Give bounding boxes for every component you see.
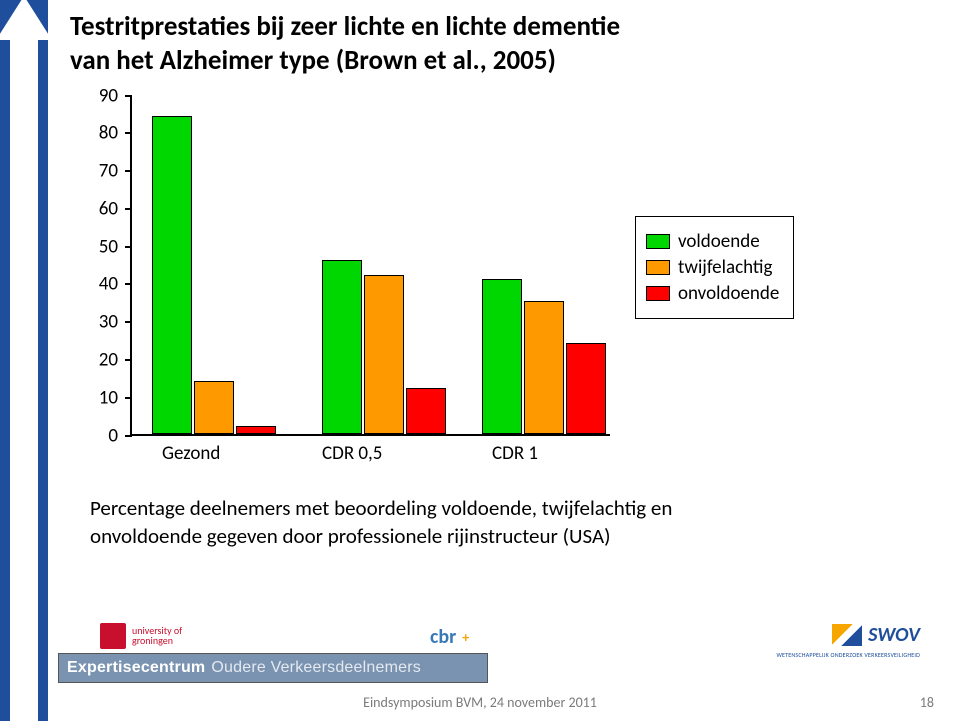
swov-subtitle: WETENSCHAPPELIJK ONDERZOEK VERKEERSVEILI… (776, 651, 920, 659)
y-tick-label: 30 (99, 311, 118, 334)
legend-item: voldoende (646, 230, 779, 253)
x-axis-label: CDR 1 (492, 442, 538, 465)
left-accent-stripe (0, 0, 48, 721)
caption-line-1: Percentage deelnemers met beoordeling vo… (90, 495, 672, 521)
bar (524, 301, 564, 433)
bar (364, 275, 404, 434)
x-axis-label: Gezond (162, 442, 220, 465)
bar (566, 343, 606, 434)
logo-cbr: cbr+ (430, 625, 469, 649)
y-tick-label: 20 (99, 348, 118, 371)
footer-light: Oudere Verkeersdeelnemers (211, 659, 421, 677)
y-tick-label: 0 (108, 424, 118, 447)
page-number: 18 (920, 694, 934, 711)
bar-group (322, 260, 446, 434)
y-tick-label: 60 (99, 197, 118, 220)
y-tick-mark (125, 246, 132, 248)
y-tick-label: 50 (99, 235, 118, 258)
legend-swatch (646, 286, 670, 301)
swov-mark-icon (832, 624, 862, 646)
chart-legend: voldoende twijfelachtig onvoldoende (635, 216, 794, 319)
logo-university-groningen: university of groningen (100, 623, 182, 649)
rug-crest-icon (100, 623, 126, 649)
y-tick-mark (125, 208, 132, 210)
legend-item: twijfelachtig (646, 256, 779, 279)
legend-swatch (646, 234, 670, 249)
footer-caption: Eindsymposium BVM, 24 november 2011 (0, 694, 960, 711)
chart-caption: Percentage deelnemers met beoordeling vo… (90, 494, 890, 551)
bar-group (152, 116, 276, 433)
swov-text: SWOV (868, 623, 920, 647)
slide-content: Testritprestaties bij zeer lichte en lic… (70, 10, 940, 550)
y-tick-label: 10 (99, 386, 118, 409)
arrow-head-icon (0, 0, 52, 40)
y-tick-label: 70 (99, 160, 118, 183)
title-line-2: van het Alzheimer type (Brown et al., 20… (70, 44, 556, 77)
y-tick-mark (125, 132, 132, 134)
legend-label: voldoende (678, 230, 760, 253)
y-tick-label: 40 (99, 273, 118, 296)
legend-label: onvoldoende (678, 282, 779, 305)
y-tick-label: 80 (99, 122, 118, 145)
y-tick-mark (125, 283, 132, 285)
legend-item: onvoldoende (646, 282, 779, 305)
bar-group (482, 279, 606, 434)
x-axis-label: CDR 0,5 (322, 442, 382, 465)
title-line-1: Testritprestaties bij zeer lichte en lic… (70, 10, 620, 43)
bar (152, 116, 192, 433)
footer-brand-bar: Expertisecentrum Oudere Verkeersdeelneme… (58, 653, 488, 683)
legend-label: twijfelachtig (678, 256, 772, 279)
y-tick-mark (125, 435, 132, 437)
bar (194, 381, 234, 434)
legend-swatch (646, 260, 670, 275)
y-tick-mark (125, 359, 132, 361)
bar (236, 426, 276, 434)
y-axis: 0102030405060708090 (80, 96, 124, 436)
y-tick-label: 90 (99, 84, 118, 107)
footer-bold: Expertisecentrum (67, 659, 205, 677)
bar (322, 260, 362, 434)
arrow-shaft (10, 30, 38, 721)
bar (482, 279, 522, 434)
y-tick-mark (125, 95, 132, 97)
y-tick-mark (125, 397, 132, 399)
logo-swov: SWOV (832, 623, 920, 647)
bar (406, 388, 446, 433)
bar-chart: 0102030405060708090 GezondCDR 0,5CDR 1 v… (80, 96, 860, 476)
rug-text: university of groningen (132, 626, 182, 646)
plot-area: GezondCDR 0,5CDR 1 (130, 96, 610, 436)
y-tick-mark (125, 170, 132, 172)
y-tick-mark (125, 321, 132, 323)
caption-line-2: onvoldoende gegeven door professionele r… (90, 523, 610, 549)
slide-title: Testritprestaties bij zeer lichte en lic… (70, 10, 940, 78)
cbr-plus-icon: + (462, 629, 469, 646)
